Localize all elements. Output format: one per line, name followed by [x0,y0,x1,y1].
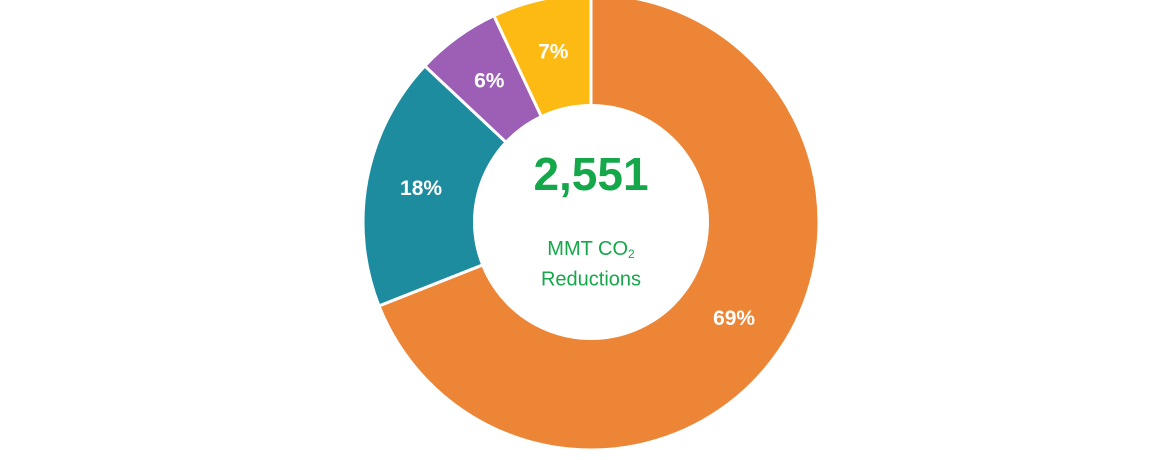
center-caption-text: MMT CO [547,238,628,260]
center-caption-subscript: 2 [628,247,635,261]
slice-labels: 69% 18% 6% 7% [400,41,755,330]
center-caption-reductions: Reductions [541,268,641,290]
slice-label-0: 69% [713,307,755,330]
slice-label-2: 6% [474,70,505,93]
donut-hole [473,104,709,340]
center-caption-unit: MMT CO2 [547,238,635,261]
slice-label-1: 18% [400,177,442,200]
slice-label-3: 7% [538,41,569,64]
donut-slice-1 [361,64,593,308]
center-total-value: 2,551 [533,148,648,200]
